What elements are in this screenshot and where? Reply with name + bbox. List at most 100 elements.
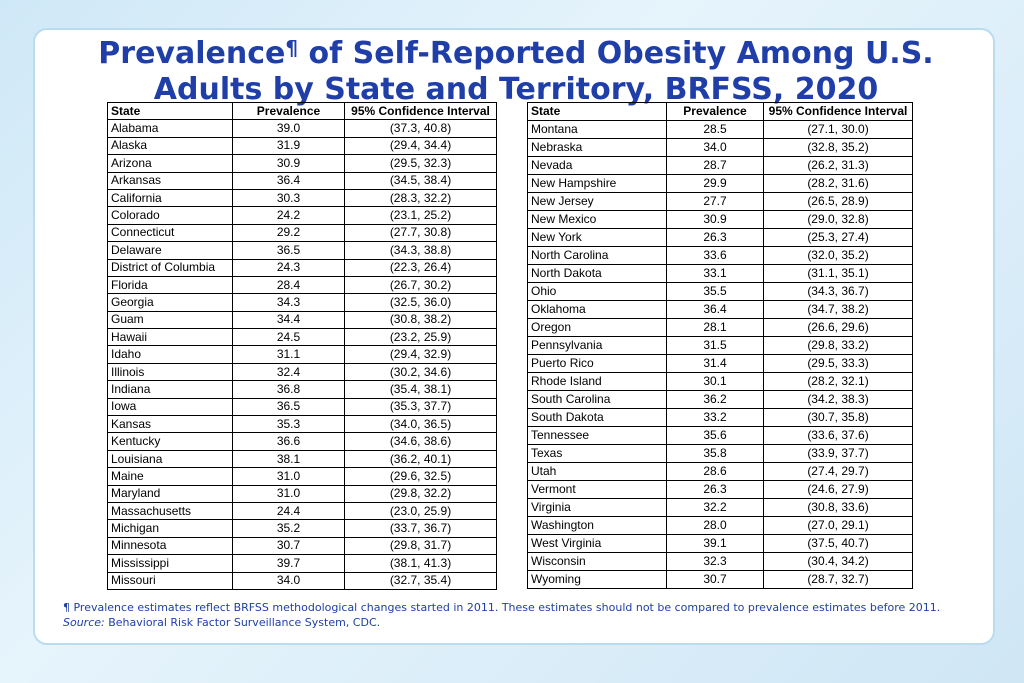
source-line: Source: Behavioral Risk Factor Surveilla… — [63, 615, 940, 630]
cell-ci: (30.7, 35.8) — [763, 408, 913, 427]
cell-state: Virginia — [527, 498, 667, 517]
cell-ci: (23.1, 25.2) — [344, 206, 497, 225]
cell-ci: (37.3, 40.8) — [344, 119, 497, 138]
table-row: Washington 28.0 (27.0, 29.1) — [527, 516, 913, 535]
cell-state: New Mexico — [527, 210, 667, 229]
cell-ci: (38.1, 41.3) — [344, 554, 497, 573]
cell-state: New York — [527, 228, 667, 247]
cell-state: Georgia — [107, 293, 233, 312]
cell-prevalence: 31.0 — [232, 484, 345, 503]
cell-state: Utah — [527, 462, 667, 481]
cell-ci: (25.3, 27.4) — [763, 228, 913, 247]
cell-state: Kansas — [107, 415, 233, 434]
cell-state: Kentucky — [107, 432, 233, 451]
table-body-right: Montana 28.5 (27.1, 30.0) Nebraska 34.0 (32.8… — [527, 120, 913, 589]
table-row: Hawaii 24.5 (23.2, 25.9) — [107, 328, 497, 347]
table-row: West Virginia 39.1 (37.5, 40.7) — [527, 534, 913, 553]
cell-prevalence: 36.4 — [232, 171, 345, 190]
table-row: Delaware 36.5 (34.3, 38.8) — [107, 241, 497, 260]
cell-ci: (28.3, 32.2) — [344, 188, 497, 208]
cell-state: Maryland — [107, 484, 233, 503]
cell-state: New Hampshire — [527, 174, 667, 193]
cell-prevalence: 31.0 — [232, 467, 345, 486]
cell-ci: (32.8, 35.2) — [763, 138, 913, 157]
cell-state: Connecticut — [107, 223, 233, 243]
cell-prevalence: 24.3 — [232, 258, 345, 277]
cell-prevalence: 36.6 — [232, 432, 345, 451]
table-row: Minnesota 30.7 (29.8, 31.7) — [107, 536, 497, 556]
cell-state: South Carolina — [527, 390, 667, 409]
cell-ci: (29.4, 32.9) — [344, 345, 497, 364]
cell-ci: (29.4, 34.4) — [344, 136, 497, 156]
cell-ci: (34.5, 38.4) — [344, 171, 497, 190]
cell-ci: (26.5, 28.9) — [763, 192, 913, 211]
cell-state: Washington — [527, 516, 667, 535]
table-row: Wisconsin 32.3 (30.4, 34.2) — [527, 552, 913, 571]
cell-ci: (33.7, 36.7) — [344, 519, 497, 538]
cell-prevalence: 26.3 — [666, 480, 764, 499]
cell-state: Montana — [527, 120, 667, 139]
col-header-prevalence: Prevalence — [232, 101, 345, 121]
table-row: South Carolina 36.2 (34.2, 38.3) — [527, 390, 913, 409]
cell-ci: (34.6, 38.6) — [344, 432, 497, 451]
cell-state: North Dakota — [527, 264, 667, 283]
cell-state: Wisconsin — [527, 552, 667, 571]
col-header-state: State — [527, 102, 667, 121]
cell-state: Texas — [527, 444, 667, 463]
col-header-ci: 95% Confidence Interval — [763, 102, 913, 121]
cell-prevalence: 36.5 — [232, 397, 345, 417]
cell-state: West Virginia — [527, 534, 667, 553]
cell-prevalence: 33.2 — [666, 408, 764, 427]
table-row: Alabama 39.0 (37.3, 40.8) — [107, 119, 497, 138]
table-row: New York 26.3 (25.3, 27.4) — [527, 228, 913, 247]
table-row: Arkansas 36.4 (34.5, 38.4) — [107, 171, 497, 190]
cell-state: Alaska — [107, 136, 233, 156]
title-part2: of Self-Reported Obesity Among U.S. — [298, 36, 934, 71]
cell-prevalence: 36.8 — [232, 380, 345, 399]
cell-ci: (30.8, 33.6) — [763, 498, 913, 517]
cell-state: Rhode Island — [527, 372, 667, 391]
cell-ci: (30.4, 34.2) — [763, 552, 913, 571]
cell-prevalence: 38.1 — [232, 449, 345, 469]
cell-prevalence: 31.4 — [666, 354, 764, 373]
cell-ci: (34.3, 36.7) — [763, 282, 913, 301]
footnote: ¶ Prevalence estimates reflect BRFSS met… — [63, 600, 940, 630]
cell-ci: (28.2, 31.6) — [763, 174, 913, 193]
cell-ci: (35.3, 37.7) — [344, 397, 497, 417]
cell-state: Arkansas — [107, 171, 233, 190]
cell-state: Missouri — [107, 571, 233, 590]
cell-prevalence: 33.6 — [666, 246, 764, 265]
cell-prevalence: 28.7 — [666, 156, 764, 175]
cell-ci: (32.5, 36.0) — [344, 293, 497, 312]
cell-prevalence: 34.0 — [666, 138, 764, 157]
cell-ci: (26.7, 30.2) — [344, 275, 497, 295]
cell-state: Puerto Rico — [527, 354, 667, 373]
table-row: Oklahoma 36.4 (34.7, 38.2) — [527, 300, 913, 319]
cell-prevalence: 28.5 — [666, 120, 764, 139]
table-row: Illinois 32.4 (30.2, 34.6) — [107, 362, 497, 382]
table-row: Massachusetts 24.4 (23.0, 25.9) — [107, 501, 497, 521]
cell-prevalence: 30.9 — [666, 210, 764, 229]
cell-prevalence: 30.1 — [666, 372, 764, 391]
cell-prevalence: 28.6 — [666, 462, 764, 481]
table-row: New Jersey 27.7 (26.5, 28.9) — [527, 192, 913, 211]
table-row: Montana 28.5 (27.1, 30.0) — [527, 120, 913, 139]
cell-state: North Carolina — [527, 246, 667, 265]
cell-prevalence: 29.9 — [666, 174, 764, 193]
cell-prevalence: 36.5 — [232, 241, 345, 260]
cell-prevalence: 28.0 — [666, 516, 764, 535]
table-row: Kansas 35.3 (34.0, 36.5) — [107, 415, 497, 434]
cell-state: Guam — [107, 310, 233, 330]
cell-state: Colorado — [107, 206, 233, 225]
table-row: Pennsylvania 31.5 (29.8, 33.2) — [527, 336, 913, 355]
cell-prevalence: 24.4 — [232, 501, 345, 521]
cell-state: Nebraska — [527, 138, 667, 157]
cell-prevalence: 31.1 — [232, 345, 345, 364]
cell-state: Mississippi — [107, 554, 233, 573]
cell-ci: (29.6, 32.5) — [344, 467, 497, 486]
cell-prevalence: 30.7 — [232, 536, 345, 556]
cell-prevalence: 35.2 — [232, 519, 345, 538]
cell-ci: (37.5, 40.7) — [763, 534, 913, 553]
cell-ci: (29.5, 33.3) — [763, 354, 913, 373]
table-row: Wyoming 30.7 (28.7, 32.7) — [527, 570, 913, 589]
